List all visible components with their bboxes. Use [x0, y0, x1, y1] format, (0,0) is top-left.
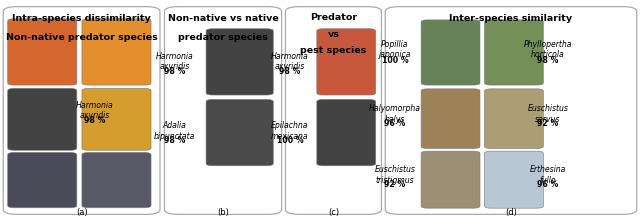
Text: Halyomorpha
halys: Halyomorpha halys [369, 104, 421, 124]
FancyBboxPatch shape [421, 89, 480, 149]
Text: vs: vs [328, 30, 339, 39]
Text: Inter-species similarity: Inter-species similarity [449, 14, 573, 23]
Text: pest species: pest species [300, 46, 367, 55]
FancyBboxPatch shape [164, 7, 282, 214]
Text: 98 %: 98 % [84, 116, 106, 124]
Text: Phyllopertha
horticola: Phyllopertha horticola [524, 40, 572, 59]
Text: Euschistus
servus: Euschistus servus [527, 104, 568, 124]
Text: 96 %: 96 % [384, 119, 406, 128]
Text: Erthesina
fullo: Erthesina fullo [530, 165, 566, 185]
FancyBboxPatch shape [82, 88, 151, 150]
FancyBboxPatch shape [8, 88, 77, 150]
Text: 92 %: 92 % [384, 181, 406, 189]
Text: (a): (a) [76, 208, 88, 217]
FancyBboxPatch shape [484, 89, 543, 149]
Text: 96 %: 96 % [537, 181, 559, 189]
Text: 98 %: 98 % [164, 137, 186, 145]
FancyBboxPatch shape [285, 7, 381, 214]
FancyBboxPatch shape [484, 151, 543, 208]
Text: Popillia
japonica: Popillia japonica [379, 40, 411, 59]
Text: 98 %: 98 % [537, 56, 559, 65]
Text: 100 %: 100 % [276, 137, 303, 145]
FancyBboxPatch shape [385, 7, 637, 214]
Text: Epilachna
mexicana: Epilachna mexicana [271, 121, 308, 141]
Text: Euschistus
tristigmus: Euschistus tristigmus [374, 165, 415, 185]
Text: predator species: predator species [178, 33, 268, 42]
FancyBboxPatch shape [82, 19, 151, 85]
Text: Harmonia
axyridis: Harmonia axyridis [76, 101, 113, 120]
Text: Intra-species dissimilarity: Intra-species dissimilarity [12, 14, 151, 23]
Text: 92 %: 92 % [537, 119, 559, 128]
FancyBboxPatch shape [484, 20, 543, 85]
FancyBboxPatch shape [317, 99, 376, 166]
Text: Harmonia
axyridis: Harmonia axyridis [156, 52, 193, 71]
Text: 98 %: 98 % [164, 67, 186, 76]
FancyBboxPatch shape [206, 99, 273, 166]
Text: Adalia
bipunctata: Adalia bipunctata [154, 121, 195, 141]
Text: 100 %: 100 % [381, 56, 408, 65]
Text: (b): (b) [217, 208, 229, 217]
Text: (d): (d) [505, 208, 517, 217]
Text: Non-native vs native: Non-native vs native [168, 14, 278, 23]
FancyBboxPatch shape [421, 20, 480, 85]
Text: 98 %: 98 % [279, 67, 301, 76]
FancyBboxPatch shape [82, 152, 151, 208]
FancyBboxPatch shape [8, 152, 77, 208]
FancyBboxPatch shape [421, 151, 480, 208]
Text: Harmonia
axyridis: Harmonia axyridis [271, 52, 308, 71]
Text: Non-native predator species: Non-native predator species [6, 33, 157, 42]
Text: Predator: Predator [310, 13, 357, 22]
FancyBboxPatch shape [206, 29, 273, 95]
FancyBboxPatch shape [317, 29, 376, 95]
FancyBboxPatch shape [3, 7, 160, 214]
FancyBboxPatch shape [8, 19, 77, 85]
Text: (c): (c) [328, 208, 339, 217]
